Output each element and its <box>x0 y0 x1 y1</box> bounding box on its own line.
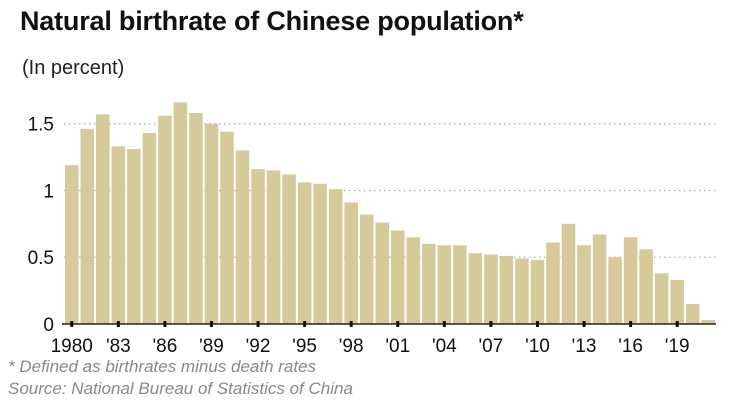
bar-1980 <box>65 165 79 324</box>
bar-2001 <box>391 230 405 324</box>
bar-2009 <box>515 258 529 324</box>
bar-2013 <box>577 245 591 324</box>
bar-1983 <box>111 146 126 324</box>
bar-1981 <box>80 129 95 324</box>
x-tick-label: '16 <box>618 336 643 357</box>
chart-title: Natural birthrate of Chinese population* <box>20 6 524 36</box>
x-tick-label: '10 <box>525 336 550 357</box>
bar-2002 <box>406 237 421 324</box>
bar-1994 <box>282 174 296 324</box>
footnote-definition: * Defined as birthrates minus death rate… <box>8 357 317 376</box>
bar-2008 <box>499 255 514 324</box>
bar-1982 <box>96 114 110 324</box>
x-tick-label: '13 <box>572 336 597 357</box>
x-tick-label: '07 <box>479 336 504 357</box>
bar-2007 <box>484 254 498 324</box>
bar-1984 <box>127 149 141 324</box>
bar-1995 <box>297 182 312 324</box>
x-tick-label: '19 <box>665 336 690 357</box>
bar-2000 <box>375 222 389 324</box>
bar-1992 <box>251 169 265 324</box>
bar-1999 <box>359 214 374 324</box>
y-tick-label: 1.5 <box>28 115 54 136</box>
bar-1988 <box>189 113 203 324</box>
bar-2012 <box>561 223 576 324</box>
bar-1997 <box>328 189 343 324</box>
source-note: Source: National Bureau of Statistics of… <box>8 379 353 398</box>
bar-1990 <box>220 131 234 324</box>
bar-2003 <box>422 243 436 324</box>
gridlines <box>64 123 716 258</box>
bar-2014 <box>592 234 607 324</box>
bar-2004 <box>437 245 452 324</box>
tick-labels: 0 0.5 1 1.5 1980 '83 '86 '89 '92 '95 '98 '01 '04 '07 '… <box>28 115 690 357</box>
chart-subtitle: (In percent) <box>22 57 125 79</box>
bar-1989 <box>204 123 219 325</box>
bar-2021 <box>701 319 715 324</box>
bar-2006 <box>468 253 483 324</box>
x-tick-label: '92 <box>246 336 271 357</box>
bar-1985 <box>142 133 157 324</box>
y-tick-label: 1 <box>43 181 54 202</box>
x-tick-label: '98 <box>339 336 364 357</box>
bar-2015 <box>608 257 622 324</box>
bar-1986 <box>158 115 172 324</box>
y-tick-label: 0 <box>43 315 54 336</box>
bar-1991 <box>235 150 250 324</box>
bar-2005 <box>453 245 467 324</box>
bar-2019 <box>670 279 684 324</box>
x-tick-label: '04 <box>432 336 457 357</box>
x-tick-label: '86 <box>153 336 178 357</box>
x-tick-label: '95 <box>292 336 317 357</box>
bar-2020 <box>685 303 700 324</box>
bars <box>65 102 715 325</box>
x-tick-label: 1980 <box>51 336 93 357</box>
x-axis <box>62 321 716 327</box>
bar-1993 <box>266 170 281 324</box>
bar-1998 <box>344 202 358 324</box>
bar-1987 <box>173 102 188 324</box>
bar-2017 <box>639 249 653 324</box>
bar-2016 <box>623 237 638 324</box>
x-tick-label: '01 <box>385 336 410 357</box>
bar-2011 <box>546 242 560 324</box>
x-tick-label: '89 <box>199 336 224 357</box>
bar-2010 <box>530 259 545 324</box>
bar-1996 <box>313 183 327 324</box>
x-tick-label: '83 <box>106 336 131 357</box>
bar-2018 <box>654 273 669 324</box>
y-tick-label: 0.5 <box>28 248 54 269</box>
